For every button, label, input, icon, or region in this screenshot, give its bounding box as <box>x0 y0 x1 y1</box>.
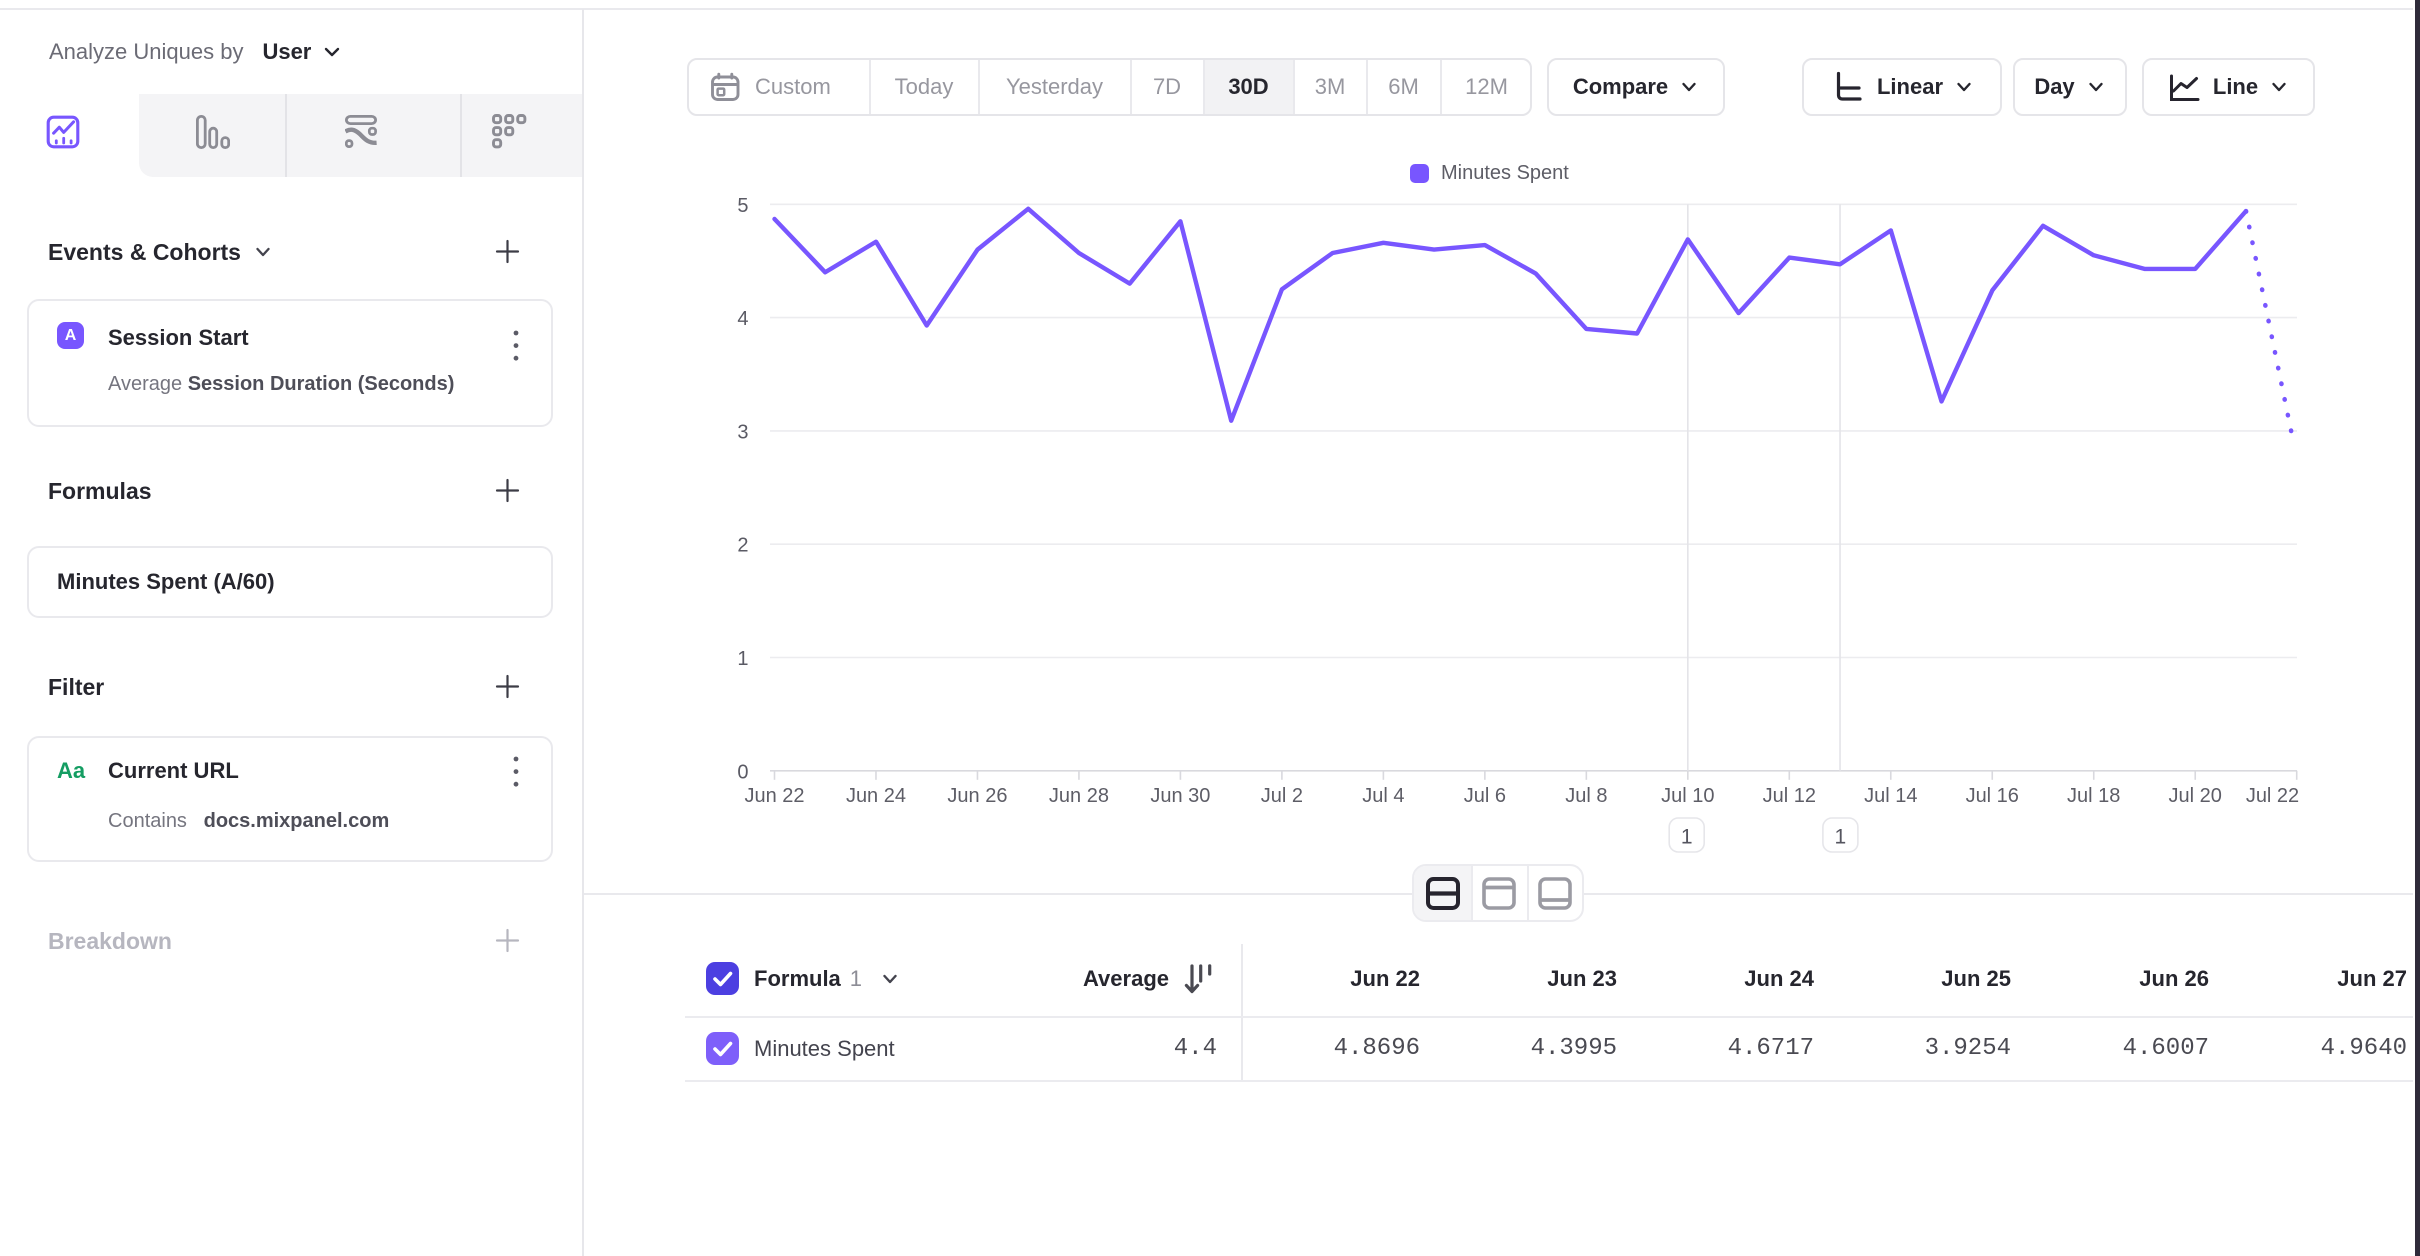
svg-text:1: 1 <box>737 648 748 670</box>
svg-text:Jul 6: Jul 6 <box>1464 785 1506 807</box>
svg-text:0: 0 <box>737 761 748 783</box>
svg-text:Jul 4: Jul 4 <box>1362 785 1404 807</box>
svg-text:2: 2 <box>737 535 748 557</box>
svg-text:Jul 22: Jul 22 <box>2246 785 2299 807</box>
svg-text:Jun 24: Jun 24 <box>846 785 906 807</box>
svg-text:Jun 22: Jun 22 <box>744 785 804 807</box>
svg-text:Jul 2: Jul 2 <box>1261 785 1303 807</box>
svg-text:5: 5 <box>737 195 748 217</box>
svg-text:Jul 18: Jul 18 <box>2067 785 2120 807</box>
svg-text:Jun 30: Jun 30 <box>1150 785 1210 807</box>
svg-text:3: 3 <box>737 421 748 443</box>
svg-text:Jul 8: Jul 8 <box>1565 785 1607 807</box>
svg-text:Jun 26: Jun 26 <box>947 785 1007 807</box>
svg-text:Jul 10: Jul 10 <box>1661 785 1714 807</box>
svg-text:Jun 28: Jun 28 <box>1049 785 1109 807</box>
svg-text:Jul 12: Jul 12 <box>1763 785 1816 807</box>
svg-text:1: 1 <box>1681 826 1693 849</box>
svg-text:4: 4 <box>737 308 748 330</box>
svg-text:Jul 14: Jul 14 <box>1864 785 1917 807</box>
svg-text:Jul 16: Jul 16 <box>1966 785 2019 807</box>
svg-text:Jul 20: Jul 20 <box>2169 785 2222 807</box>
svg-text:1: 1 <box>1835 826 1847 849</box>
